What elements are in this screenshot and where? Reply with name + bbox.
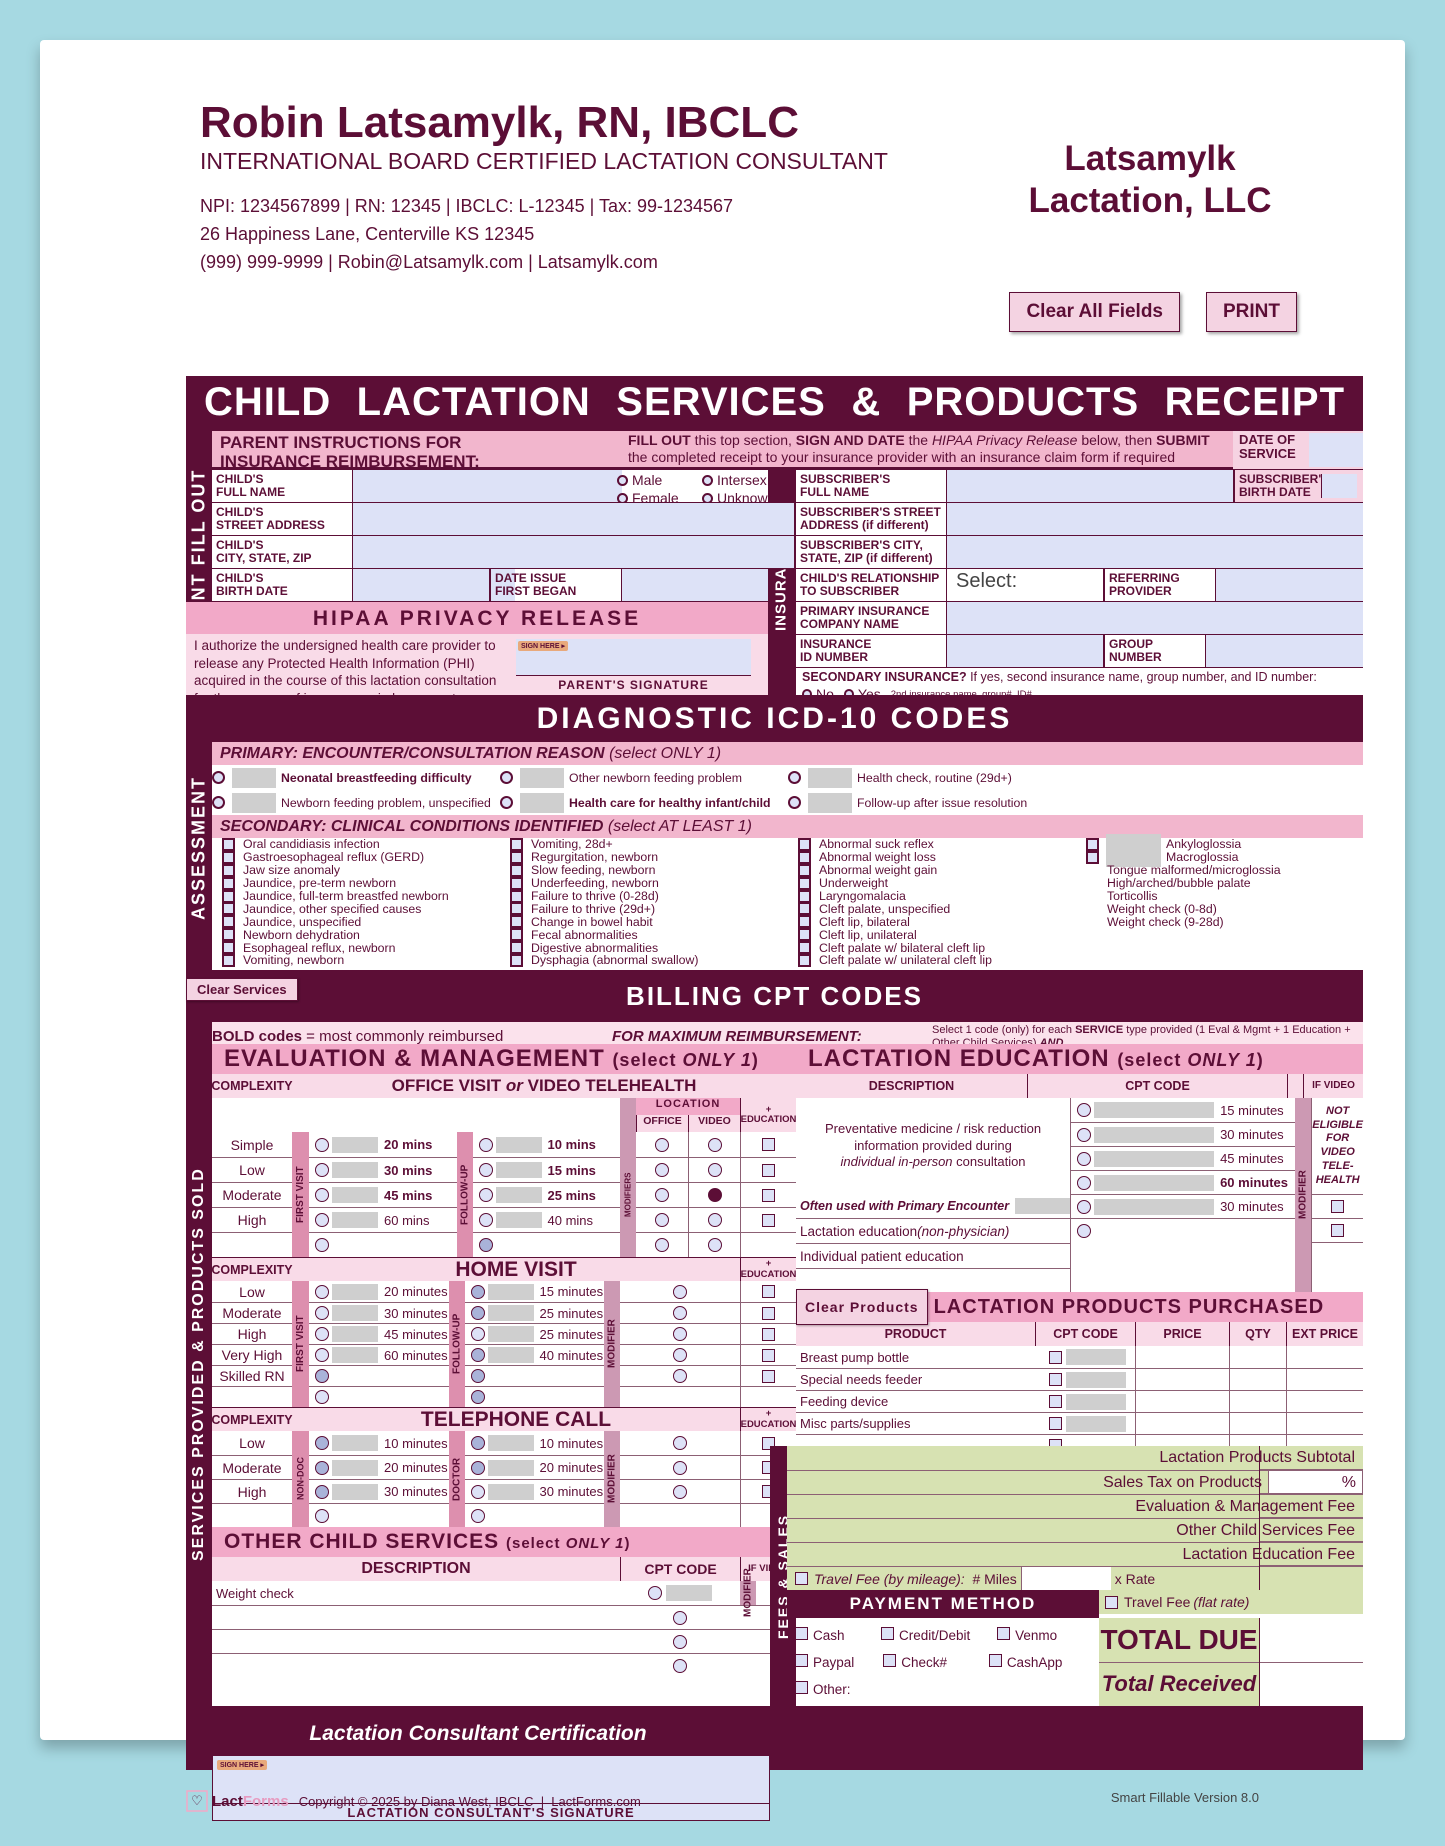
svg-text:♡: ♡ bbox=[191, 1793, 203, 1808]
